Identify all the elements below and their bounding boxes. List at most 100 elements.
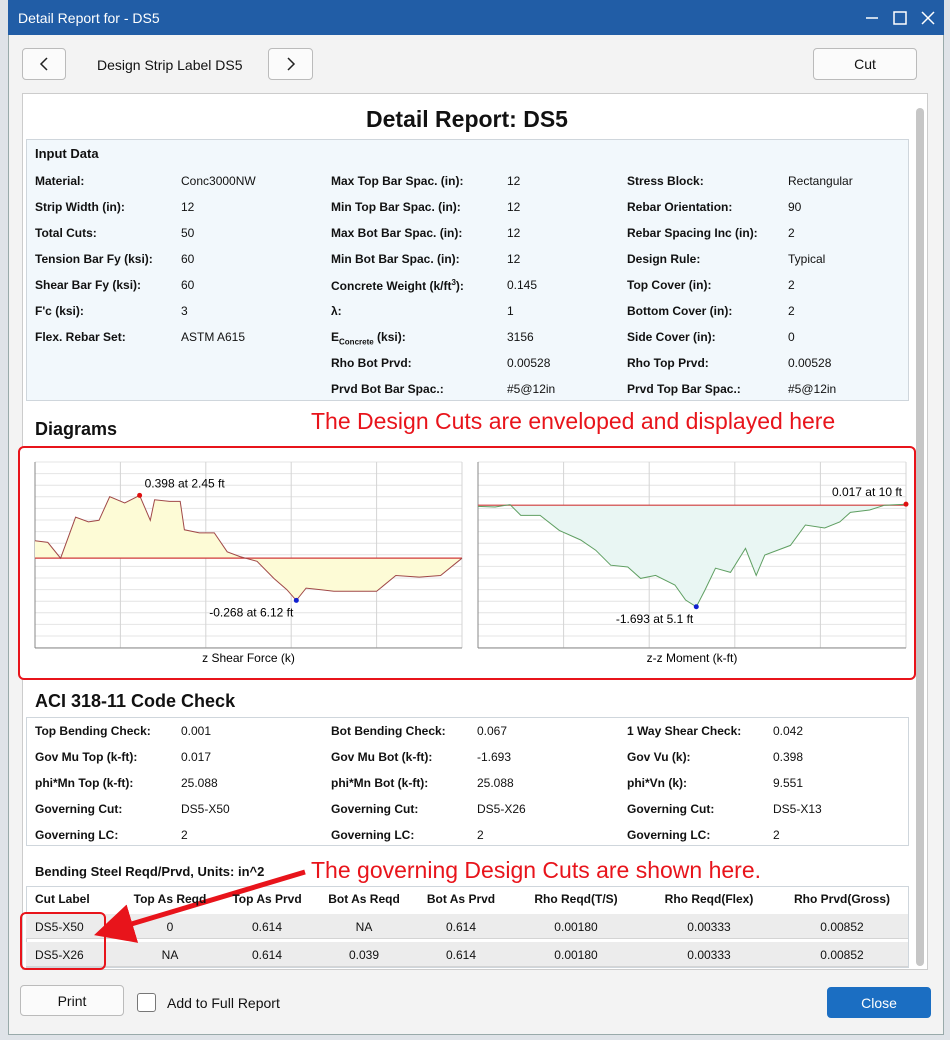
field-value: DS5-X26 — [477, 802, 526, 816]
field-label: λ: — [331, 304, 342, 318]
field-label: Max Top Bar Spac. (in): — [331, 174, 464, 188]
field-label-part: (ksi): — [373, 330, 406, 344]
field-label: Total Cuts: — [35, 226, 97, 240]
field-value: 0.398 — [773, 750, 804, 764]
table-cell: 0.039 — [348, 948, 380, 962]
window-controls[interactable] — [860, 8, 940, 28]
field-value: 12 — [507, 200, 521, 214]
field-label: Governing Cut: — [627, 802, 715, 816]
field-value: Rectangular — [788, 174, 853, 188]
field-value: 12 — [507, 174, 521, 188]
field-label-part: Concrete Weight (k/ft — [331, 279, 452, 293]
next-button[interactable] — [268, 48, 313, 80]
field-value: 2 — [788, 278, 795, 292]
min-point — [693, 604, 699, 610]
field-label: Gov Mu Bot (k-ft): — [331, 750, 433, 764]
field-value: 2 — [477, 828, 484, 842]
checkbox-label: Add to Full Report — [167, 995, 280, 1011]
column-header: Rho Reqd(Flex) — [664, 892, 754, 906]
field-label: Gov Mu Top (k-ft): — [35, 750, 138, 764]
field-value: DS5-X50 — [181, 802, 230, 816]
checkbox[interactable] — [137, 993, 156, 1012]
field-label: Side Cover (in): — [627, 330, 716, 344]
min-point — [293, 597, 299, 603]
field-label: Top Cover (in): — [627, 278, 712, 292]
field-label: Prvd Bot Bar Spac.: — [331, 382, 444, 396]
field-label: Shear Bar Fy (ksi): — [35, 278, 142, 292]
field-label: Stress Block: — [627, 174, 704, 188]
field-value: 0.067 — [477, 724, 508, 738]
field-value: 12 — [181, 200, 195, 214]
field-value: 0.017 — [181, 750, 212, 764]
callout-text: The Design Cuts are enveloped and displa… — [311, 408, 836, 434]
prev-button[interactable] — [22, 48, 66, 80]
section-heading: Diagrams — [35, 419, 118, 439]
table-cell: 0 — [166, 920, 174, 934]
field-value: 0.00528 — [507, 356, 551, 370]
column-header: Cut Label — [35, 892, 90, 906]
field-label: Top Bending Check: — [35, 724, 151, 738]
field-value: 0 — [788, 330, 795, 344]
field-value: 9.551 — [773, 776, 804, 790]
field-label: F'c (ksi): — [35, 304, 84, 318]
field-label: Rebar Spacing Inc (in): — [627, 226, 758, 240]
column-header: Rho Reqd(T/S) — [534, 892, 618, 906]
field-value: 0.00528 — [788, 356, 832, 370]
field-value: 2 — [788, 226, 795, 240]
field-value: 2 — [788, 304, 795, 318]
field-label: 1 Way Shear Check: — [627, 724, 742, 738]
field-label: Rebar Orientation: — [627, 200, 733, 214]
table-cell: DS5-X26 — [35, 948, 84, 962]
annotation: 0.398 at 2.45 ft — [145, 476, 226, 490]
field-label: phi*Mn Top (k-ft): — [35, 776, 134, 790]
field-value: 50 — [181, 226, 195, 240]
table-cell: DS5-X50 — [35, 920, 84, 934]
column-header: Top As Reqd — [133, 892, 207, 906]
field-value: 0.145 — [507, 278, 538, 292]
axis-label: z Shear Force (k) — [202, 651, 295, 665]
field-value: 90 — [788, 200, 802, 214]
field-label: Material: — [35, 174, 85, 188]
table-cell: 0.00852 — [820, 948, 864, 962]
field-value: 60 — [181, 252, 195, 266]
field-label-part: ): — [455, 279, 464, 293]
field-value: 1 — [507, 304, 514, 318]
field-label: Gov Vu (k): — [627, 750, 691, 764]
cut-button[interactable]: Cut — [813, 48, 917, 80]
field-label: Flex. Rebar Set: — [35, 330, 126, 344]
column-header: Top As Prvd — [232, 892, 302, 906]
input-data-box — [26, 139, 909, 401]
strip-label: Design Strip Label DS5 — [97, 57, 243, 73]
field-label-part: E — [331, 330, 340, 344]
field-label-part: 3 — [451, 278, 456, 287]
annotation: -1.693 at 5.1 ft — [616, 612, 694, 626]
window-title: Detail Report for - DS5 — [18, 10, 160, 26]
field-value: 3156 — [507, 330, 534, 344]
field-label-part: Concrete — [339, 337, 374, 347]
scrollbar[interactable] — [916, 108, 924, 966]
field-value: 0.042 — [773, 724, 804, 738]
field-label: Governing Cut: — [35, 802, 123, 816]
field-label: Bottom Cover (in): — [627, 304, 733, 318]
field-label: Governing LC: — [331, 828, 415, 842]
field-value: 3 — [181, 304, 188, 318]
close-button[interactable]: Close — [827, 987, 931, 1018]
area — [35, 495, 462, 601]
field-value: #5@12in — [788, 382, 837, 396]
annotation: 0.017 at 10 ft — [832, 485, 903, 499]
field-label: Governing Cut: — [331, 802, 419, 816]
field-value: 25.088 — [181, 776, 218, 790]
field-value: 12 — [507, 226, 521, 240]
code-check-box — [26, 717, 909, 846]
field-value: 2 — [773, 828, 780, 842]
table-cell: 0.00180 — [554, 948, 598, 962]
field-value: 25.088 — [477, 776, 514, 790]
field-value: Typical — [788, 252, 826, 266]
title-bar — [8, 0, 944, 35]
field-label: EConcrete (ksi): — [331, 330, 406, 346]
field-label: Bot Bending Check: — [331, 724, 446, 738]
callout-text: The governing Design Cuts are shown here… — [311, 857, 762, 884]
print-button[interactable]: Print — [20, 985, 124, 1016]
